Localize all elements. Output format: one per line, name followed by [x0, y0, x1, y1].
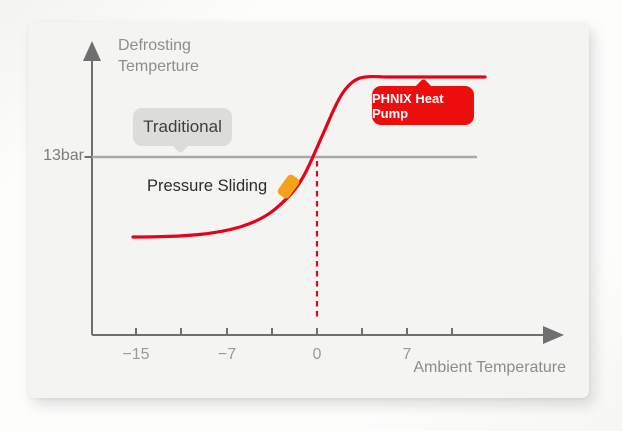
pressure-sliding-marker: [277, 174, 300, 199]
y-axis-title-line1: Defrosting: [118, 37, 191, 54]
chart-card: Defrosting Temperture Traditional 13bar …: [28, 22, 589, 398]
pressure-sliding-label: Pressure Sliding: [147, 177, 268, 195]
traditional-callout: Traditional: [133, 108, 232, 146]
x-tick-label-seven: 7: [402, 346, 412, 363]
phnix-curve: [131, 74, 487, 239]
x-tick-label-minus15: −15: [122, 346, 150, 363]
y-ref-label: 13bar: [43, 147, 84, 164]
x-axis-arrow-icon: [543, 326, 564, 344]
y-axis-title: Defrosting Temperture: [118, 35, 199, 77]
phnix-callout-label: PHNIX Heat Pump: [372, 90, 444, 121]
x-tick-label-minus7: −7: [217, 346, 237, 363]
x-tick-label-zero: 0: [312, 346, 322, 363]
x-axis-title: Ambient Temperature: [413, 359, 566, 376]
phnix-callout: PHNIX Heat Pump: [372, 86, 474, 125]
y-axis-arrow-icon: [83, 41, 101, 61]
chart-canvas: [83, 41, 564, 344]
x-axis-ticks: [135, 328, 453, 335]
traditional-callout-label: Traditional: [143, 117, 222, 136]
y-axis-title-line2: Temperture: [118, 58, 199, 75]
